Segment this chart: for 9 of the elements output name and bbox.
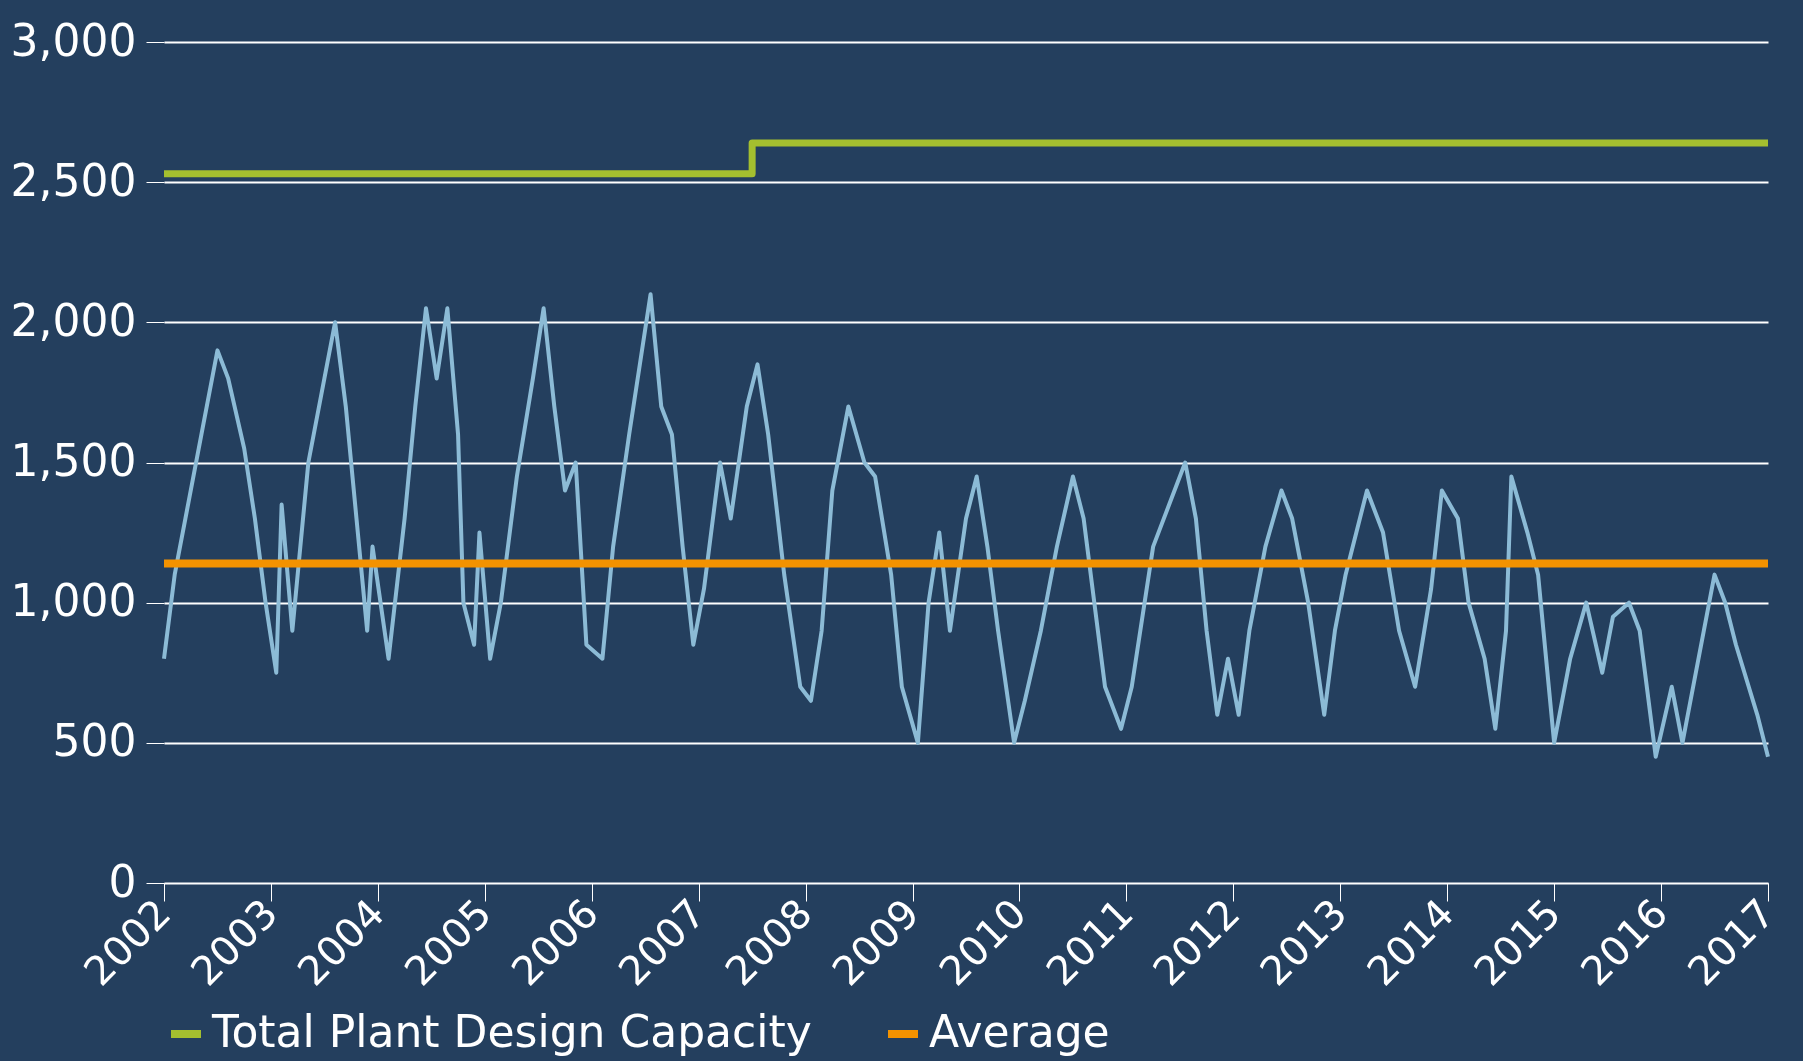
legend-label: Average bbox=[929, 1006, 1110, 1057]
y-tick-label: 2,000 bbox=[10, 294, 137, 346]
y-tick-label: 3,000 bbox=[10, 14, 137, 66]
y-tick-label: 1,000 bbox=[10, 575, 137, 627]
y-tick-label: 1,500 bbox=[10, 435, 137, 486]
y-tick-label: 500 bbox=[52, 715, 137, 767]
legend-label: Total Plant Design Capacity bbox=[211, 1006, 812, 1057]
y-tick-label: 0 bbox=[108, 855, 137, 907]
y-tick-label: 2,500 bbox=[10, 154, 137, 206]
